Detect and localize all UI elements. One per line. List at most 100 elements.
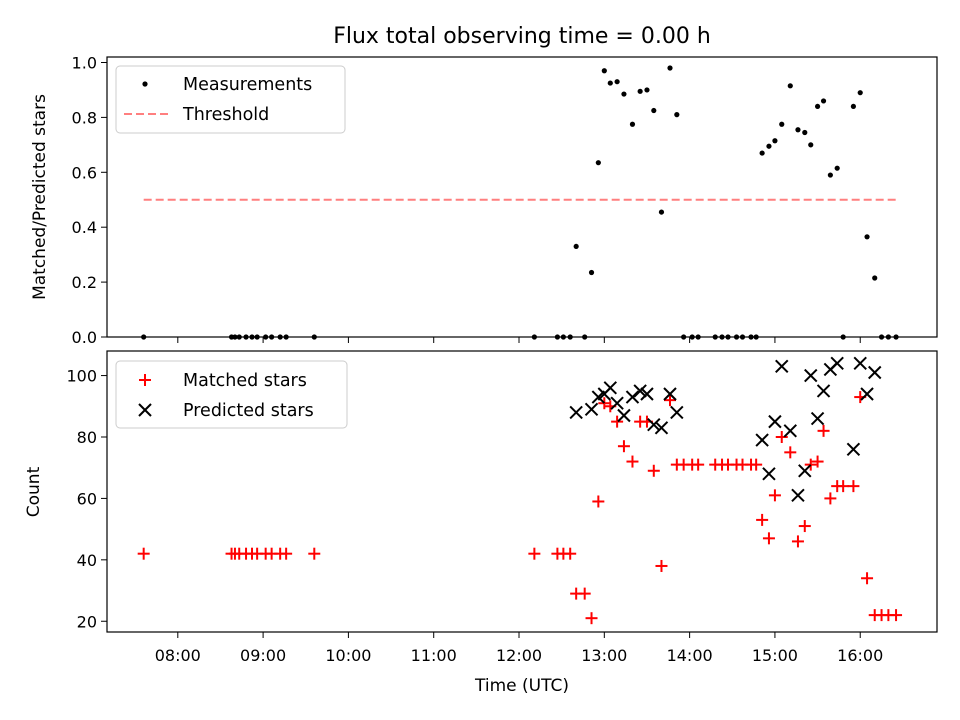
matched-stars-point (528, 547, 541, 560)
x-tick-label: 08:00 (155, 646, 201, 665)
measurements-point (759, 150, 765, 156)
measurements-point (689, 334, 695, 340)
measurements-point (588, 269, 595, 276)
top-y-tick-label: 0.8 (72, 108, 97, 127)
measurements-point (243, 334, 249, 340)
bottom-y-tick-label: 40 (77, 551, 97, 570)
matched-stars-point (784, 446, 797, 459)
predicted-stars-point (647, 417, 661, 432)
bottom-plot-frame (106, 350, 938, 633)
measurements-point (753, 334, 759, 340)
top-plot-frame (106, 56, 938, 338)
measurements-point (614, 79, 620, 85)
measurements-point (249, 334, 255, 340)
bottom-y-axis-label: Count (24, 466, 44, 517)
top-data-marks (141, 65, 899, 340)
top-y-tick-label: 0.4 (72, 218, 97, 237)
top-legend-box (115, 65, 346, 134)
measurements-point (658, 209, 665, 215)
matched-stars-point (308, 547, 321, 560)
predicted-stars-point (868, 365, 882, 380)
measurements-point (695, 334, 701, 340)
predicted-stars-point (768, 414, 782, 429)
predicted-stars-point (816, 384, 831, 398)
top-y-tick-label: 0.0 (72, 328, 97, 347)
matched-stars-point (890, 609, 903, 622)
measurements-point (254, 334, 260, 340)
measurements-point (621, 91, 627, 97)
predicted-stars-point (569, 405, 583, 420)
measurements-point (531, 334, 537, 340)
measurements-point (311, 334, 317, 340)
x-tick-label: 12:00 (496, 646, 542, 665)
measurements-point (681, 334, 687, 340)
bottom-ticks: 20 40 60 80 100 08:00 09:00 10:00 11:00 12:00 13:0… (66, 367, 883, 665)
matched-stars-point (847, 480, 860, 493)
matched-stars-point (811, 455, 824, 468)
measurements-point (644, 87, 650, 93)
matched-stars-point (692, 458, 705, 471)
matched-stars-point (564, 547, 577, 560)
measurements-point (893, 334, 899, 340)
predicted-stars-point (640, 387, 654, 401)
measurements-point (878, 334, 885, 340)
predicted-stars-point (853, 356, 867, 370)
predicted-stars-point (584, 402, 599, 417)
measurements-point (567, 334, 573, 340)
measurements-point (772, 138, 778, 144)
top-panel: 0.0 0.2 0.4 0.6 0.8 1.0 Matched/Predicted sta… (30, 53, 938, 347)
measurements-point (787, 83, 793, 89)
measurements-point (582, 334, 588, 340)
legend-predicted-label: Predicted stars (183, 401, 314, 421)
matched-stars-point (611, 415, 624, 428)
matched-stars-point (762, 532, 775, 545)
predicted-stars-point (663, 387, 677, 401)
measurements-point (236, 334, 242, 340)
matched-stars-point (750, 458, 763, 471)
measurements-point (283, 334, 289, 340)
bottom-legend: Matched stars Predicted stars (115, 360, 348, 429)
measurements-point (779, 121, 785, 127)
x-tick-label: 16:00 (837, 646, 883, 665)
matched-stars-point (626, 455, 639, 468)
x-tick-label: 11:00 (411, 646, 457, 665)
matched-stars-point (578, 587, 591, 600)
predicted-stars-point (830, 356, 844, 370)
matched-stars-point (617, 440, 630, 453)
bottom-y-tick-label: 60 (77, 489, 97, 508)
top-y-tick-label: 0.2 (72, 273, 97, 292)
predicted-stars-point (603, 381, 617, 395)
predicted-stars-point (625, 390, 640, 404)
predicted-stars-point (810, 411, 825, 426)
predicted-stars-point (755, 433, 769, 447)
matched-stars-point (791, 535, 804, 548)
top-y-tick-label: 1.0 (72, 53, 97, 72)
measurements-point (573, 243, 579, 250)
measurements-point (269, 334, 275, 340)
measurements-point (733, 334, 740, 340)
top-y-tick-label: 0.6 (72, 163, 97, 182)
predicted-stars-point (617, 408, 631, 423)
measurements-point (667, 65, 673, 71)
legend-predicted-marker (138, 403, 152, 417)
x-tick-label: 15:00 (752, 646, 798, 665)
predicted-stars-point (654, 421, 669, 435)
legend-measurements-marker (142, 81, 148, 87)
measurements-point (560, 334, 566, 340)
predicted-stars-point (798, 464, 812, 478)
matched-stars-point (664, 394, 677, 407)
measurements-point (857, 90, 863, 96)
matched-stars-point (837, 480, 850, 493)
matched-stars-point (798, 520, 811, 533)
top-legend: Measurements Threshold (115, 65, 346, 134)
matched-stars-point (592, 495, 605, 508)
measurements-point (820, 98, 827, 104)
matched-stars-point (655, 559, 668, 572)
measurements-point (674, 112, 680, 118)
predicted-stars-point (804, 368, 818, 383)
legend-threshold-label: Threshold (182, 105, 269, 125)
measurements-point (595, 160, 601, 166)
matched-stars-point (647, 464, 660, 477)
predicted-stars-point (791, 488, 805, 503)
